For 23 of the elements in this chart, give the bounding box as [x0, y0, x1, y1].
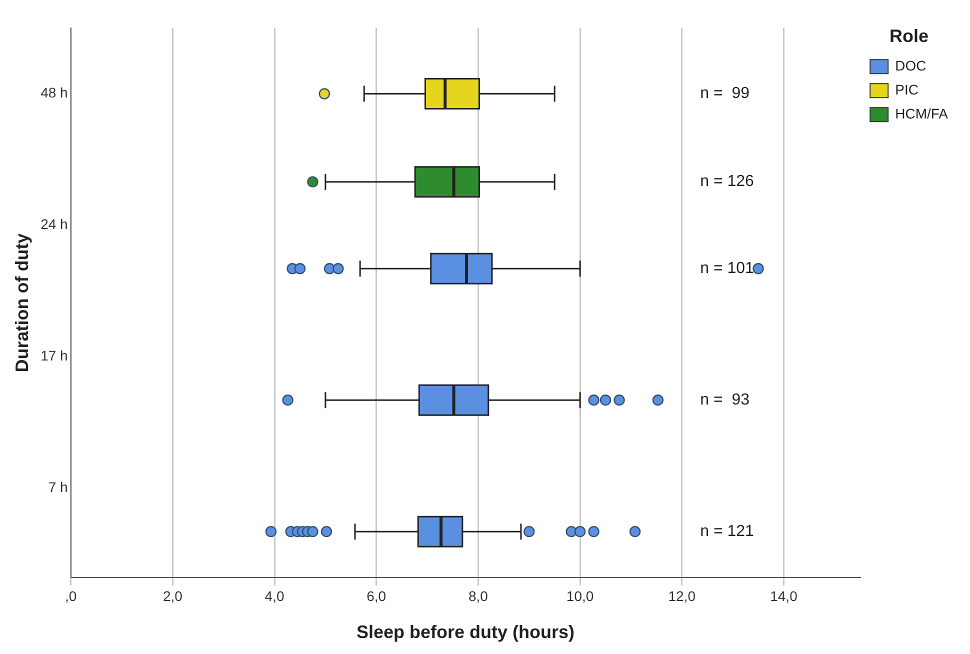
x-tick-label: 2,0 [162, 588, 183, 604]
x-tick-label: 12,0 [668, 588, 696, 604]
annotation: n = 126 [700, 173, 754, 190]
legend-title: Role [890, 26, 929, 46]
annotation: n = 93 [700, 392, 750, 409]
y-axis-title: Duration of duty [12, 233, 32, 372]
x-tick-label: 14,0 [770, 588, 798, 604]
legend-label: DOC [895, 57, 926, 74]
x-tick-label: 6,0 [366, 588, 386, 604]
x-tick-label: 8,0 [468, 588, 488, 604]
y-tick-label: 17 h [40, 348, 68, 364]
x-tick-label: 4,0 [264, 588, 284, 604]
annotation: n = 101 [700, 260, 754, 278]
y-tick-label: 48 h [40, 84, 68, 101]
annotation: n = 99 [700, 85, 750, 102]
x-axis-title: Sleep before duty (hours) [356, 622, 574, 642]
annotation: n = 121 [700, 522, 754, 540]
x-tick-label: ,0 [65, 588, 77, 604]
legend-label: PIC [895, 81, 918, 98]
y-tick-label: 24 h [40, 216, 68, 232]
x-tick-label: 10,0 [566, 588, 594, 604]
legend-label: HCM/FA [895, 105, 949, 122]
y-tick-label: 7 h [48, 479, 68, 496]
